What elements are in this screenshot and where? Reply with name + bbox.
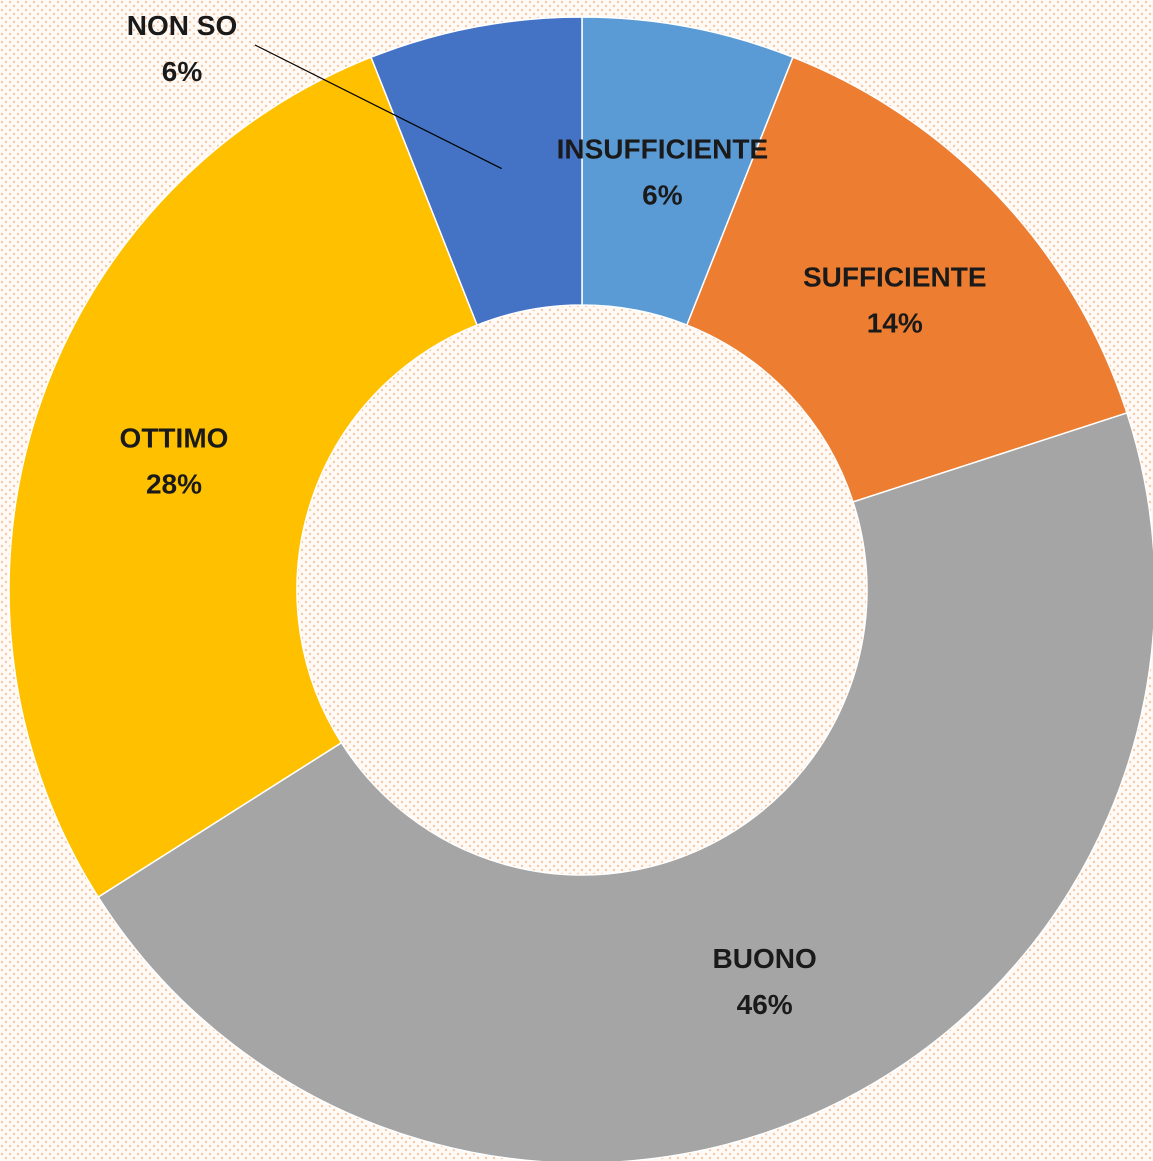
- data-label: NON SO 6%: [127, 10, 237, 87]
- category-label: INSUFFICIENTE: [557, 134, 769, 165]
- category-label: NON SO: [127, 10, 237, 41]
- category-label: BUONO: [713, 943, 817, 974]
- value-label: 46%: [737, 989, 793, 1020]
- category-label: OTTIMO: [120, 422, 229, 453]
- leader-line: [254, 44, 502, 170]
- data-label: INSUFFICIENTE 6%: [557, 134, 769, 211]
- category-label: SUFFICIENTE: [803, 261, 987, 292]
- donut-slice: [685, 56, 1128, 503]
- value-label: 14%: [867, 307, 923, 338]
- data-label: SUFFICIENTE 14%: [803, 261, 987, 338]
- data-label: OTTIMO 28%: [120, 422, 229, 499]
- value-label: 6%: [642, 180, 683, 211]
- donut-slice: [370, 16, 583, 326]
- data-label: BUONO 46%: [713, 943, 817, 1020]
- donut-slice: [97, 411, 1153, 1161]
- donut-slice: [8, 56, 479, 899]
- value-label: 28%: [146, 468, 202, 499]
- value-label: 6%: [162, 56, 203, 87]
